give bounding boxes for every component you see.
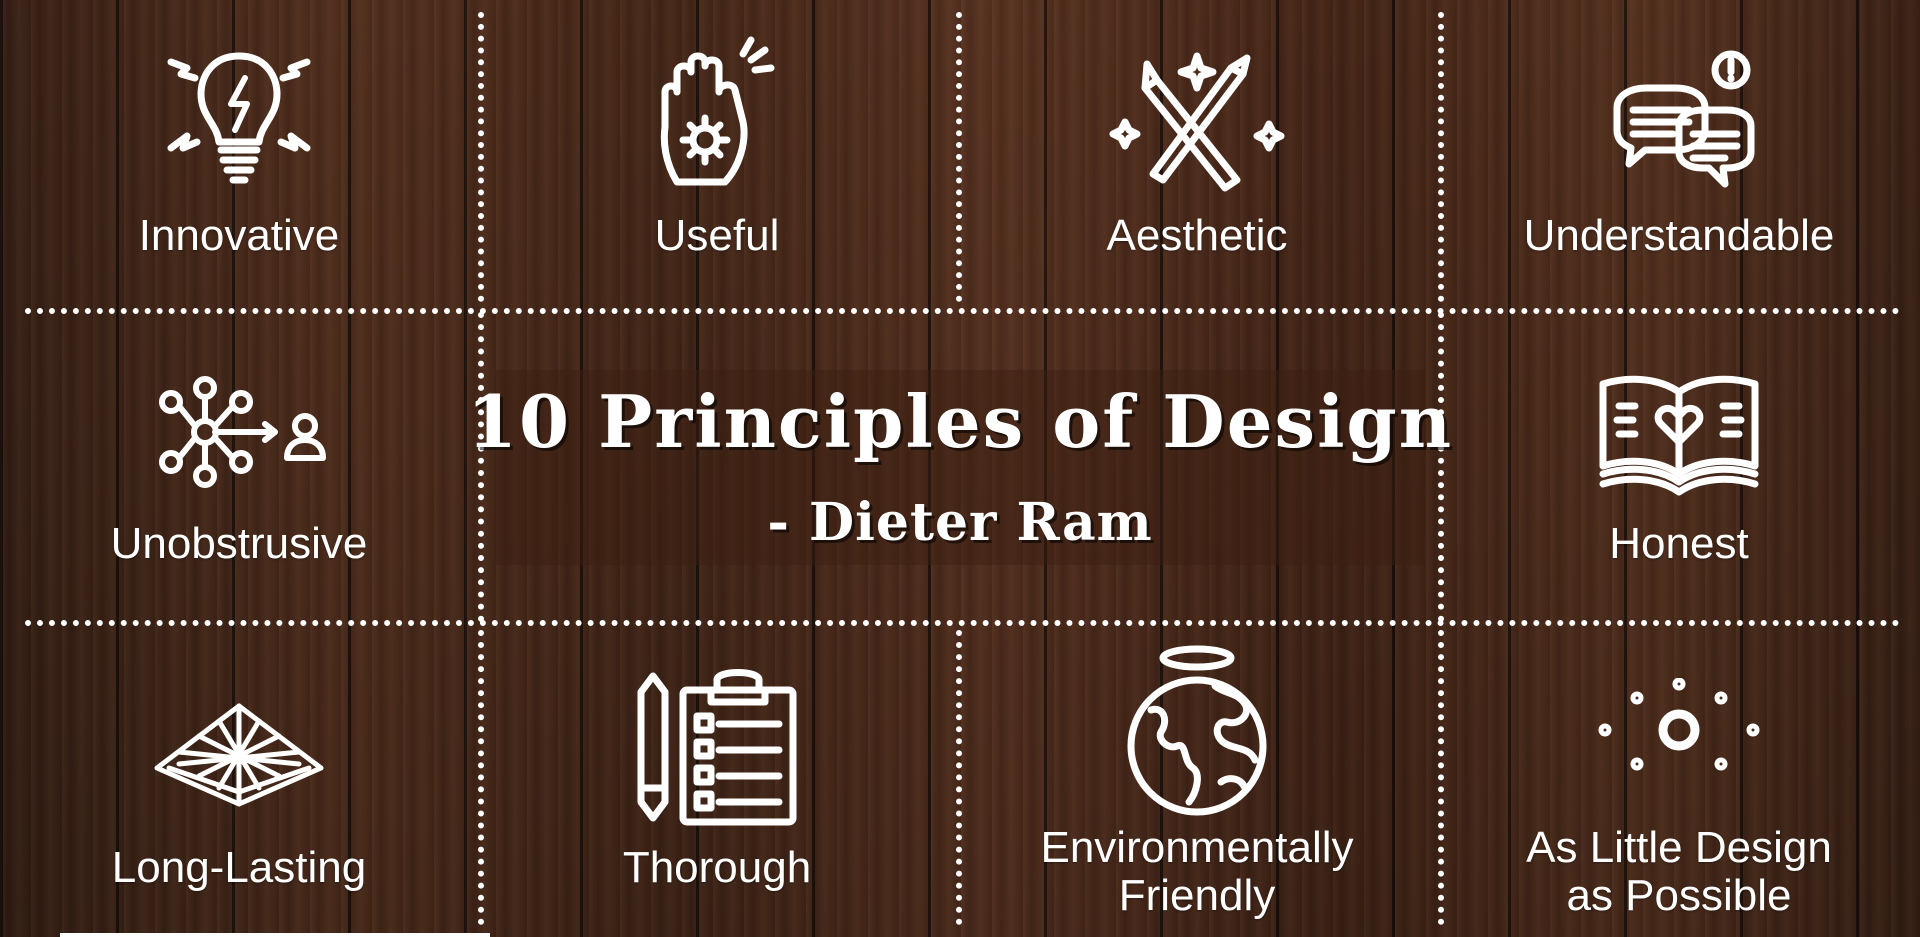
divider-v8 xyxy=(1438,630,1444,925)
principle-aesthetic: Aesthetic xyxy=(956,0,1438,305)
divider-v4 xyxy=(478,312,484,622)
pencil-brush-icon xyxy=(1107,50,1287,195)
principle-long-lasting: Long-Lasting xyxy=(0,630,478,937)
divider-v6 xyxy=(478,630,484,925)
principle-label: As Little Design as Possible xyxy=(1438,824,1920,920)
principle-innovative: Innovative xyxy=(0,0,478,305)
principle-unobstrusive: Unobstrusive xyxy=(0,312,478,617)
principle-label: Long-Lasting xyxy=(111,843,367,892)
bottom-strip xyxy=(60,933,490,937)
principle-label: Unobstrusive xyxy=(110,519,368,568)
minimal-circles-icon xyxy=(1589,678,1769,788)
principle-label: Honest xyxy=(1609,519,1749,568)
divider-v5 xyxy=(1438,312,1444,622)
principle-environmentally-friendly: Environmentally Friendly xyxy=(956,630,1438,937)
principle-understandable: Understandable xyxy=(1438,0,1920,305)
page-title: 10 Principles of Design xyxy=(466,379,1454,464)
principle-thorough: Thorough xyxy=(478,630,956,937)
clipboard-checklist-icon xyxy=(627,666,807,826)
divider-v2 xyxy=(956,12,962,302)
divider-h1 xyxy=(25,308,1900,314)
principle-honest: Honest xyxy=(1438,312,1920,617)
divider-h2 xyxy=(25,620,1900,626)
divider-v1 xyxy=(478,12,484,302)
label-line: Environmentally xyxy=(1040,823,1354,872)
earth-halo-icon xyxy=(1117,642,1277,822)
principle-label: Understandable xyxy=(1523,211,1835,260)
divider-v3 xyxy=(1438,12,1444,302)
principle-label: Innovative xyxy=(138,211,340,260)
title-panel xyxy=(495,370,1425,565)
speech-bubbles-icon xyxy=(1589,48,1769,198)
lightbulb-icon xyxy=(149,38,329,198)
network-user-icon xyxy=(149,374,329,494)
label-line: as Possible xyxy=(1566,871,1792,920)
book-heart-icon xyxy=(1589,362,1769,502)
page-subtitle: - Dieter Ram xyxy=(767,492,1153,553)
principle-label: Thorough xyxy=(622,843,812,892)
hand-gear-icon xyxy=(647,32,787,207)
principle-label: Useful xyxy=(654,211,780,260)
principle-label: Environmentally Friendly xyxy=(956,824,1438,920)
principle-useful: Useful xyxy=(478,0,956,305)
principle-as-little-design: As Little Design as Possible xyxy=(1438,630,1920,937)
divider-v7 xyxy=(956,630,962,925)
pyramid-icon xyxy=(149,700,329,810)
label-line: As Little Design xyxy=(1526,823,1832,872)
label-line: Friendly xyxy=(1118,871,1276,920)
principle-label: Aesthetic xyxy=(1106,211,1288,260)
